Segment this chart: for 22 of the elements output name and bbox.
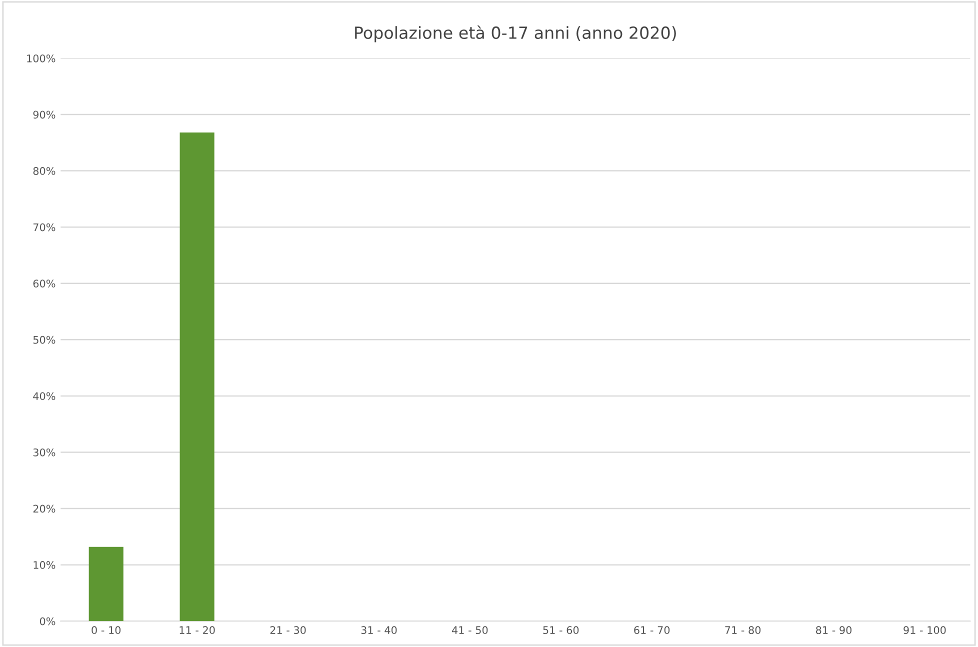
x-tick-label: 61 - 70 — [634, 626, 670, 634]
y-tick-label: 100% — [27, 54, 56, 62]
y-tick-label: 10% — [34, 561, 56, 569]
x-tick-label: 51 - 60 — [543, 626, 579, 634]
y-tick-label: 30% — [33, 448, 56, 456]
x-tick-label: 71 - 80 — [725, 626, 761, 634]
y-tick-label: 60% — [33, 280, 56, 288]
y-tick-label: 90% — [33, 110, 56, 119]
x-tick-label: 91 - 100 — [904, 626, 946, 634]
y-tick-label: 50% — [33, 336, 56, 344]
x-tick-label: 0 - 10 — [92, 626, 121, 634]
y-tick-label: 0% — [40, 617, 56, 626]
y-tick-label: 70% — [33, 223, 56, 232]
x-tick-label: 21 - 30 — [270, 626, 306, 634]
y-tick-label: 80% — [33, 167, 56, 175]
y-tick-label: 40% — [33, 392, 56, 400]
x-tick-label: 31 - 40 — [361, 626, 397, 634]
x-tick-label: 41 - 50 — [452, 626, 488, 634]
x-tick-label: 11 - 20 — [180, 626, 215, 634]
x-tick-label: 81 - 90 — [816, 626, 852, 634]
chart-title: Popolazione età 0-17 anni (anno 2020) — [355, 25, 676, 42]
y-tick-label: 20% — [33, 504, 56, 513]
